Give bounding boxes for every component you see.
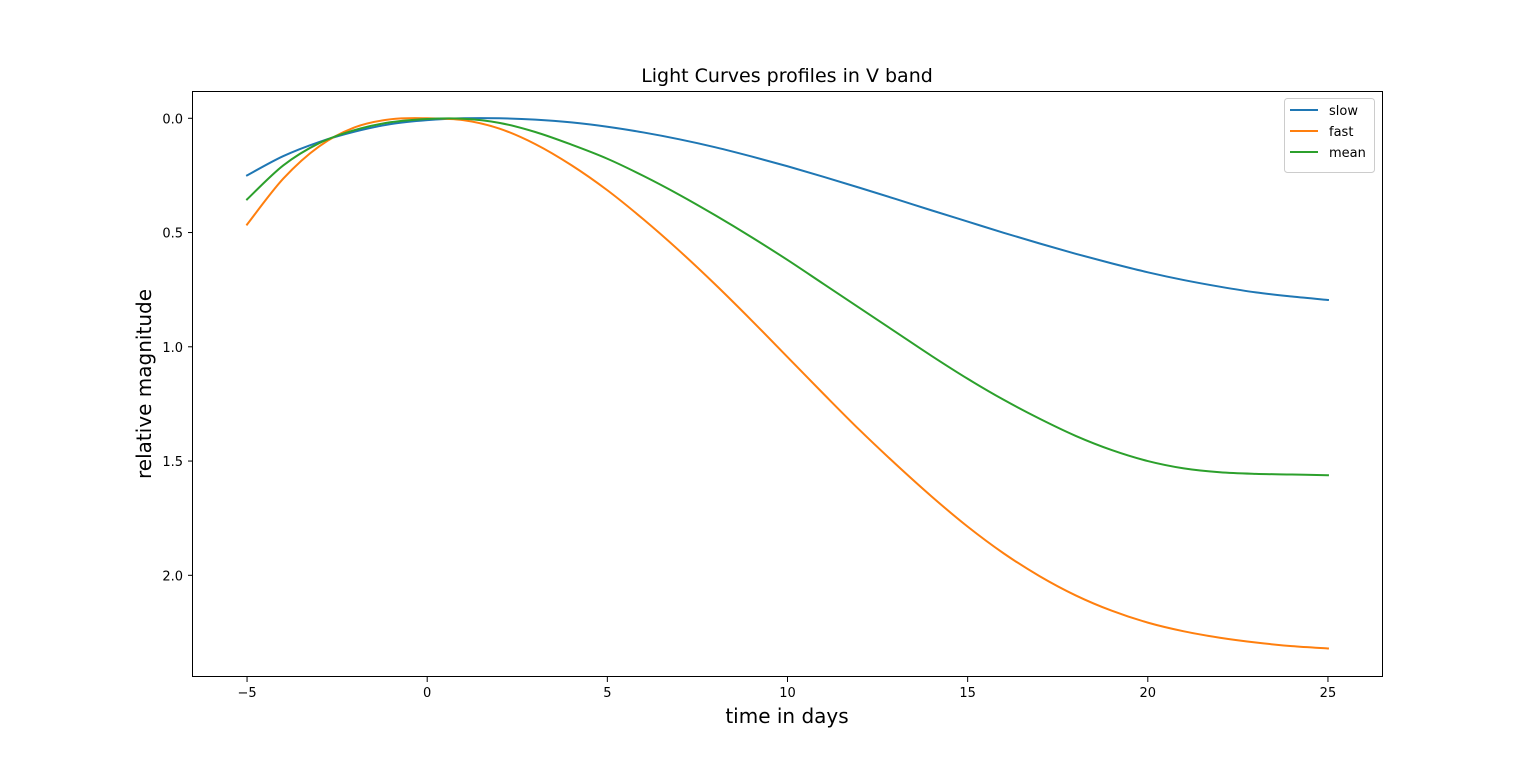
legend-label-slow: slow — [1329, 104, 1358, 119]
x-axis-label: time in days — [725, 704, 848, 728]
chart-title: Light Curves profiles in V band — [641, 65, 933, 87]
x-tick-label: 20 — [1140, 686, 1157, 701]
x-axis: −5 0 5 10 15 20 25 — [237, 677, 1336, 701]
legend-box — [1284, 98, 1375, 173]
legend-label-fast: fast — [1329, 125, 1353, 140]
x-tick-label: 10 — [779, 686, 796, 701]
y-axis-label: relative magnitude — [132, 289, 156, 479]
y-tick-label: 1.5 — [162, 455, 183, 470]
y-tick-label: 2.0 — [162, 569, 183, 584]
series-line-mean — [245, 117, 1329, 477]
x-tick-label: 5 — [603, 686, 611, 701]
y-tick-label: 1.0 — [162, 341, 183, 356]
x-tick-label: 15 — [959, 686, 976, 701]
y-tick-label: 0.5 — [162, 227, 183, 242]
series-layer — [245, 117, 1330, 650]
y-axis: 0.0 0.5 1.0 1.5 2.0 — [162, 112, 193, 584]
legend: slow fast mean — [1284, 98, 1375, 173]
x-tick-label: −5 — [237, 686, 256, 701]
series-line-slow — [245, 117, 1330, 302]
x-tick-label: 25 — [1320, 686, 1337, 701]
x-tick-label: 0 — [423, 686, 431, 701]
y-tick-label: 0.0 — [162, 112, 183, 127]
legend-label-mean: mean — [1329, 146, 1366, 161]
plot-area-frame — [192, 91, 1383, 677]
